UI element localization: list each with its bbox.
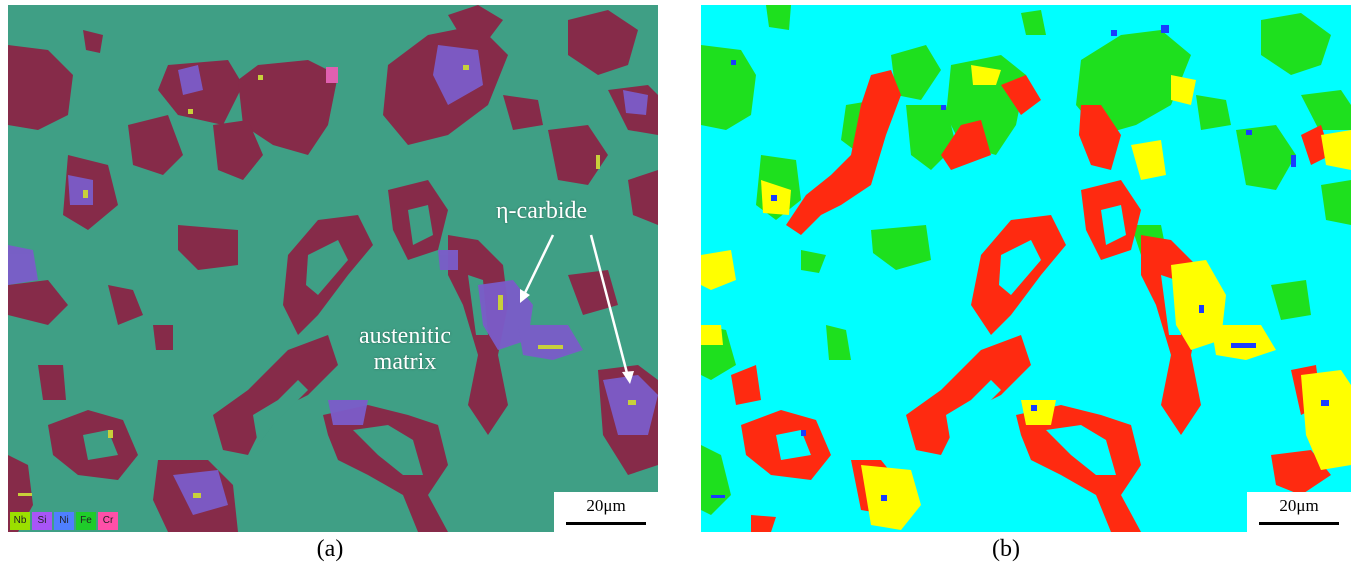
phase-map-image [701,5,1351,532]
scale-bar: 20μm [554,492,658,532]
legend-ni: Ni [54,512,74,530]
scale-bar: 20μm [1247,492,1351,532]
scale-bar-line [566,522,646,525]
eta-carbide-label: η-carbide [496,198,588,224]
panel-a-caption: (a) [316,536,344,562]
legend-fe: Fe [76,512,96,530]
scale-bar-label: 20μm [1279,496,1319,515]
matrix-label-line1: austenitic [359,323,451,349]
element-legend: Nb Si Ni Fe Cr [10,512,118,530]
matrix-label-line2: matrix [373,349,437,375]
legend-nb: Nb [10,512,30,530]
scale-bar-line [1259,522,1339,525]
legend-si: Si [32,512,52,530]
austenitic-matrix-label: austenitic matrix [345,323,465,375]
scale-bar-label: 20μm [586,496,626,515]
eds-map-image [8,5,658,532]
legend-cr: Cr [98,512,118,530]
phase-map-panel: 20μm [701,5,1351,532]
eds-map-panel: η-carbide austenitic matrix Nb Si Ni Fe … [8,5,658,532]
panel-b-caption: (b) [992,536,1020,562]
